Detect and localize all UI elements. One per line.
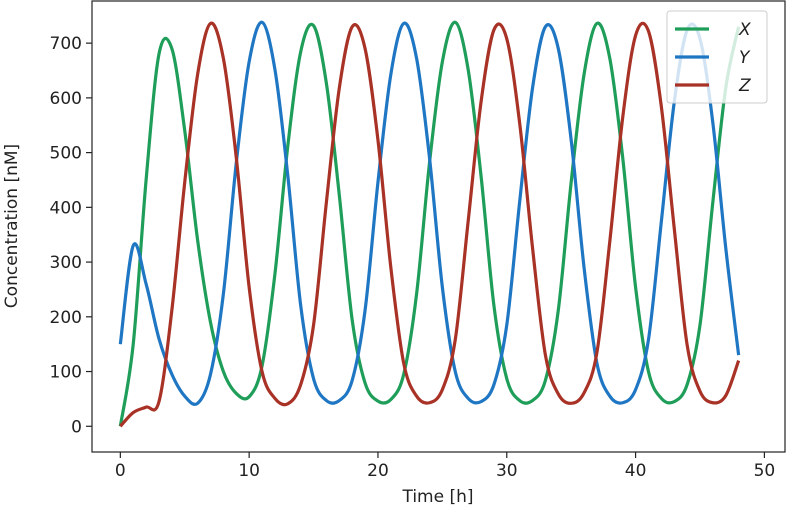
y-axis-label: Concentration [nM] bbox=[2, 144, 22, 308]
legend-box bbox=[666, 10, 768, 104]
series-line bbox=[119, 21, 741, 428]
x-tick-label: 0 bbox=[115, 461, 126, 481]
series-line bbox=[118, 20, 741, 406]
y-tick-label: 700 bbox=[50, 34, 82, 54]
legend-label: Y bbox=[739, 48, 751, 68]
y-tick-label: 200 bbox=[50, 308, 82, 328]
x-tick-label: 50 bbox=[754, 461, 776, 481]
x-axis-label: Time [h] bbox=[401, 487, 473, 507]
x-tick-label: 20 bbox=[367, 461, 389, 481]
legend-label: Z bbox=[738, 76, 751, 96]
legend: XYZ bbox=[666, 10, 768, 104]
y-tick-label: 400 bbox=[50, 198, 82, 218]
legend-label: X bbox=[738, 20, 751, 40]
x-tick-label: 40 bbox=[625, 461, 647, 481]
y-tick-label: 300 bbox=[50, 253, 82, 273]
plot-frame bbox=[91, 0, 786, 453]
y-tick-label: 500 bbox=[50, 144, 82, 164]
y-tick-label: 600 bbox=[50, 89, 82, 109]
y-tick-label: 100 bbox=[50, 363, 82, 383]
x-tick-label: 10 bbox=[238, 461, 260, 481]
x-tick-label: 30 bbox=[496, 461, 518, 481]
y-tick-label: 0 bbox=[71, 417, 82, 437]
